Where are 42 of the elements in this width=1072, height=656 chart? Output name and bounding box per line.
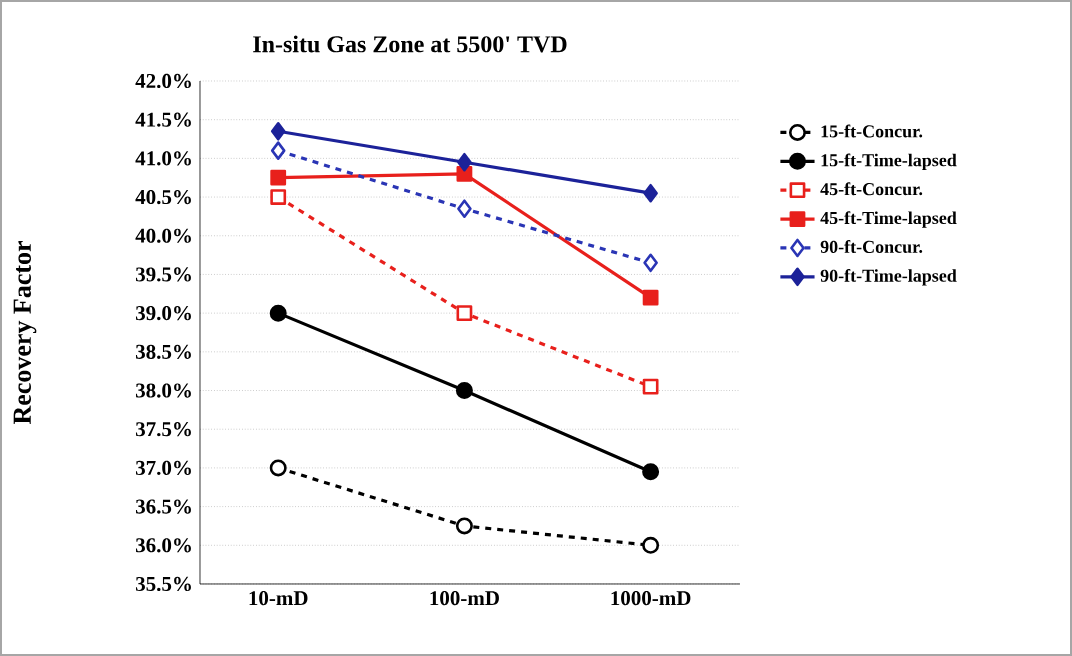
y-tick-label: 41.0% <box>135 151 191 166</box>
y-axis-title: Recovery Factor <box>13 241 37 425</box>
y-tick-label: 39.0% <box>135 306 191 321</box>
y-tick-label: 35.5% <box>135 576 191 592</box>
y-tick-label: 40.5% <box>135 189 191 205</box>
y-tick-label: 36.5% <box>135 499 191 514</box>
point <box>270 189 287 205</box>
chart-title: In-situ Gas Zone at 5500' TVD <box>253 35 567 53</box>
point <box>643 183 658 203</box>
legend-label: 90-ft-Time-lapsed <box>820 268 957 286</box>
point <box>270 121 286 141</box>
point <box>456 305 473 322</box>
legend-label: 45-ft-Time-lapsed <box>820 211 957 228</box>
x-tick-label: 100-mD <box>430 591 499 606</box>
point <box>642 463 660 481</box>
point <box>269 304 287 322</box>
point <box>642 289 659 306</box>
y-tick-label: 42.0% <box>135 73 191 89</box>
legend-label: 45-ft-Concur. <box>820 182 923 196</box>
y-tick-label: 36.0% <box>135 538 191 553</box>
legend-label: 15-ft-Concur. <box>821 124 923 138</box>
y-tick-label: 40.0% <box>135 228 191 243</box>
point <box>643 253 658 273</box>
point <box>269 459 287 477</box>
point <box>270 141 286 160</box>
y-tick-label: 38.5% <box>135 344 191 359</box>
point <box>642 536 660 554</box>
y-tick-label: 41.5% <box>135 112 191 127</box>
legend-label: 15-ft-Time-lapsed <box>821 153 957 170</box>
y-tick-label: 37.5% <box>135 422 191 437</box>
y-tick-label: 39.5% <box>135 267 191 282</box>
y-tick-label: 38.0% <box>135 383 191 398</box>
point <box>455 517 473 535</box>
point <box>270 169 287 186</box>
x-tick-label: 1000-mD <box>611 591 691 606</box>
point <box>457 199 472 218</box>
point <box>642 378 659 395</box>
y-tick-label: 37.0% <box>135 460 191 476</box>
x-tick-label: 10-mD <box>249 591 308 606</box>
legend-label: 90-ft-Concur. <box>820 240 923 254</box>
point <box>457 152 472 172</box>
point <box>455 382 473 400</box>
